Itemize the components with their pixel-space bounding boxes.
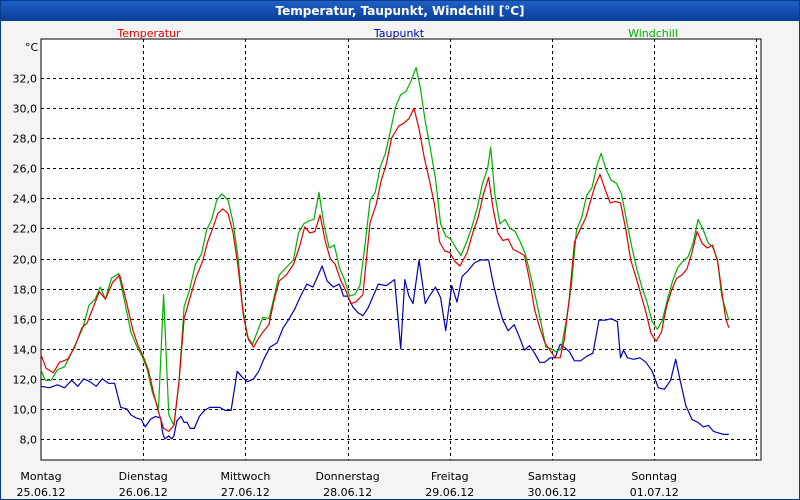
chart: 8,0 10,0 12,0 14,0 16,0 18,0 20,0 22,0 24,0 26,0 2… <box>13 27 762 499</box>
x-tick-weekday: Samstag <box>528 470 576 483</box>
y-axis-ticks: 8,0 10,0 12,0 14,0 16,0 18,0 20,0 22,0 24,0 26,0 2… <box>13 73 38 447</box>
series-lines <box>40 66 730 440</box>
x-tick-weekday: Sonntag <box>631 470 677 483</box>
grid <box>41 39 761 460</box>
x-tick-date: 28.06.12 <box>323 486 372 499</box>
x-axis-ticks: Montag 25.06.12 Dienstag 26.06.12 Mittwoch 27… <box>17 470 679 499</box>
y-tick-label: 14,0 <box>13 344 38 357</box>
series-line-temperatur <box>40 107 730 432</box>
y-tick-label: 18,0 <box>13 284 38 297</box>
y-tick-label: 12,0 <box>13 374 38 387</box>
x-tick-weekday: Donnerstag <box>315 470 379 483</box>
x-tick-date: 29.06.12 <box>425 486 474 499</box>
plot-area <box>40 38 762 461</box>
y-tick-label: 26,0 <box>13 163 38 176</box>
legend-taupunkt: Taupunkt <box>373 27 425 40</box>
y-tick-label: 20,0 <box>13 254 38 267</box>
y-tick-label: 22,0 <box>13 223 38 236</box>
series-line-windchill <box>40 66 730 426</box>
y-tick-label: 32,0 <box>13 73 38 86</box>
y-tick-label: 24,0 <box>13 193 38 206</box>
y-tick-label: 28,0 <box>13 133 38 146</box>
x-tick-date: 26.06.12 <box>119 486 168 499</box>
y-tick-label: 8,0 <box>20 434 38 447</box>
x-tick-date: 01.07.12 <box>630 486 679 499</box>
x-tick-weekday: Freitag <box>431 470 469 483</box>
x-tick-weekday: Montag <box>20 470 61 483</box>
x-tick-date: 27.06.12 <box>221 486 270 499</box>
x-tick-date: 25.06.12 <box>17 486 66 499</box>
y-tick-label: 16,0 <box>13 314 38 327</box>
x-tick-weekday: Mittwoch <box>220 470 270 483</box>
x-tick-date: 30.06.12 <box>528 486 577 499</box>
series-line-taupunkt <box>40 259 729 440</box>
legend-windchill: Windchill <box>628 27 678 40</box>
legend-temperatur: Temperatur <box>116 27 181 40</box>
window-title: Temperatur, Taupunkt, Windchill [°C] <box>1 1 799 21</box>
x-tick-weekday: Dienstag <box>119 470 168 483</box>
y-axis-label: °C <box>25 41 39 54</box>
y-tick-label: 30,0 <box>13 103 38 116</box>
y-tick-label: 10,0 <box>13 404 38 417</box>
